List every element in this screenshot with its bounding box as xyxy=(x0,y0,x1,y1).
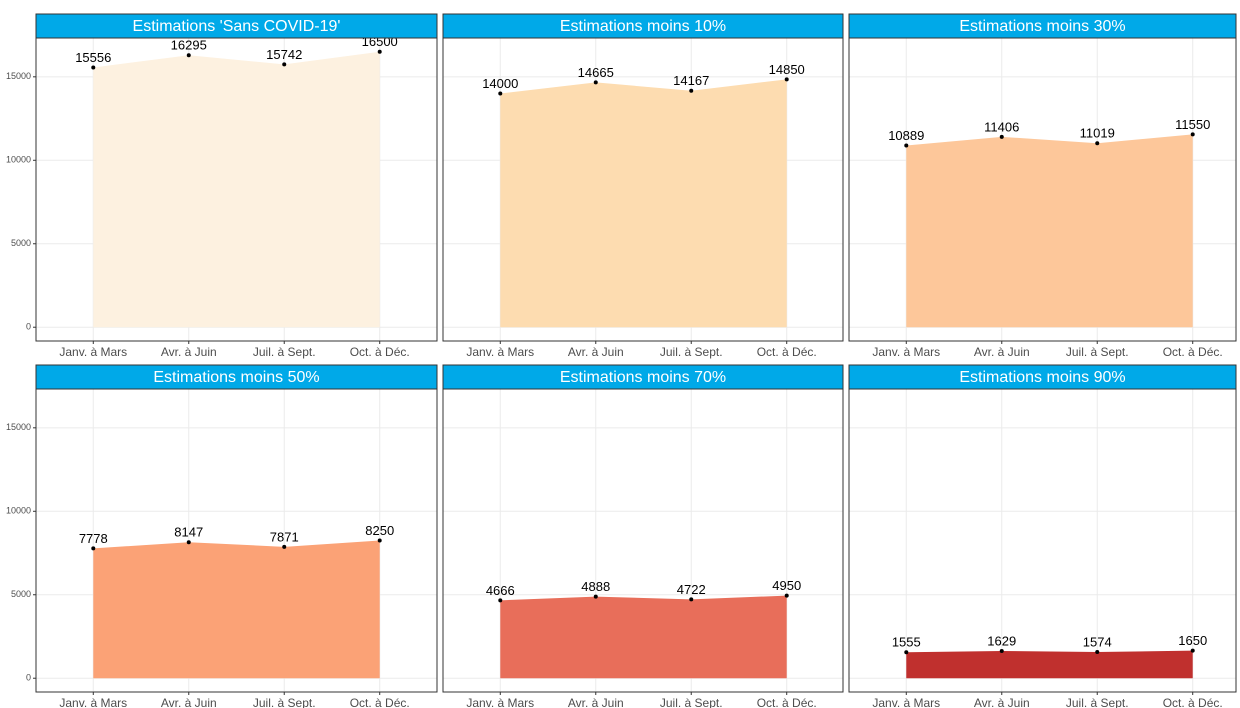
data-label: 14850 xyxy=(769,62,805,77)
data-label: 7778 xyxy=(79,531,108,546)
strip-title: Estimations moins 30% xyxy=(959,18,1125,35)
point xyxy=(498,91,503,96)
point xyxy=(593,594,598,599)
area xyxy=(500,595,787,679)
x-tick-label: Janv. à Mars xyxy=(872,345,940,359)
point xyxy=(904,650,909,655)
area xyxy=(500,79,787,328)
x-tick-label: Oct. à Déc. xyxy=(1163,696,1223,708)
point xyxy=(689,597,694,602)
point xyxy=(999,649,1004,654)
data-label: 8250 xyxy=(365,523,394,538)
point xyxy=(282,544,287,549)
point xyxy=(186,540,191,545)
panel-background xyxy=(849,389,1236,692)
y-tick-label: 0 xyxy=(26,673,31,683)
point xyxy=(186,53,191,58)
x-tick-label: Avr. à Juin xyxy=(568,696,624,708)
data-label: 11406 xyxy=(984,119,1019,134)
data-label: 14665 xyxy=(578,65,614,80)
point xyxy=(1095,141,1100,146)
data-label: 14000 xyxy=(482,76,518,91)
strip-title: Estimations moins 70% xyxy=(560,369,726,386)
data-label: 1629 xyxy=(987,633,1016,648)
x-tick-label: Janv. à Mars xyxy=(466,696,534,708)
x-tick-label: Oct. à Déc. xyxy=(757,696,817,708)
data-label: 1555 xyxy=(892,635,921,650)
data-label: 4888 xyxy=(581,579,610,594)
x-tick-label: Juil. à Sept. xyxy=(253,345,316,359)
point xyxy=(1190,132,1195,137)
x-tick-label: Avr. à Juin xyxy=(161,696,217,708)
x-tick-label: Juil. à Sept. xyxy=(1066,345,1129,359)
data-label: 15556 xyxy=(75,50,111,65)
y-tick-label: 15000 xyxy=(6,422,31,432)
y-tick-label: 10000 xyxy=(6,155,31,165)
data-label: 4722 xyxy=(677,582,706,597)
point xyxy=(689,88,694,93)
strip xyxy=(35,364,438,390)
point xyxy=(377,538,382,543)
data-label: 4950 xyxy=(772,578,801,593)
area xyxy=(93,51,380,328)
strip xyxy=(442,13,844,39)
point xyxy=(91,546,96,551)
x-tick-label: Oct. à Déc. xyxy=(350,345,410,359)
strip xyxy=(848,13,1237,39)
strip-title: Estimations moins 10% xyxy=(560,18,726,35)
data-label: 1574 xyxy=(1083,634,1112,649)
area xyxy=(93,540,380,679)
area xyxy=(906,650,1193,679)
data-label: 15742 xyxy=(266,47,302,62)
point xyxy=(91,65,96,70)
strip xyxy=(848,364,1237,390)
x-tick-label: Avr. à Juin xyxy=(161,345,217,359)
data-label: 11019 xyxy=(1080,126,1115,141)
point xyxy=(1190,648,1195,653)
x-tick-label: Janv. à Mars xyxy=(466,345,534,359)
strip xyxy=(35,13,438,39)
data-label: 1650 xyxy=(1178,633,1207,648)
x-tick-label: Oct. à Déc. xyxy=(757,345,817,359)
y-tick-label: 5000 xyxy=(11,589,31,599)
x-tick-label: Janv. à Mars xyxy=(59,345,127,359)
x-tick-label: Avr. à Juin xyxy=(974,345,1030,359)
point xyxy=(498,598,503,603)
x-tick-label: Juil. à Sept. xyxy=(660,696,723,708)
point xyxy=(1095,649,1100,654)
data-label: 8147 xyxy=(174,525,203,540)
x-tick-label: Juil. à Sept. xyxy=(660,345,723,359)
y-tick-label: 10000 xyxy=(6,506,31,516)
y-tick-label: 0 xyxy=(26,322,31,332)
strip xyxy=(442,364,844,390)
y-tick-label: 15000 xyxy=(6,71,31,81)
point xyxy=(377,49,382,54)
point xyxy=(784,77,789,82)
point xyxy=(784,593,789,598)
x-tick-label: Oct. à Déc. xyxy=(350,696,410,708)
x-tick-label: Avr. à Juin xyxy=(974,696,1030,708)
data-label: 7871 xyxy=(270,529,299,544)
area xyxy=(906,134,1193,328)
data-label: 14167 xyxy=(673,73,709,88)
point xyxy=(593,80,598,85)
strip-title: Estimations moins 90% xyxy=(959,369,1125,386)
point xyxy=(282,62,287,67)
data-label: 16295 xyxy=(171,38,207,53)
data-label: 10889 xyxy=(888,128,924,143)
point xyxy=(904,143,909,148)
strip-title: Estimations 'Sans COVID-19' xyxy=(133,18,341,35)
x-tick-label: Juil. à Sept. xyxy=(253,696,316,708)
point xyxy=(999,134,1004,139)
strip-title: Estimations moins 50% xyxy=(153,369,319,386)
x-tick-label: Janv. à Mars xyxy=(872,696,940,708)
y-tick-label: 5000 xyxy=(11,238,31,248)
data-label: 11550 xyxy=(1175,117,1210,132)
x-tick-label: Avr. à Juin xyxy=(568,345,624,359)
x-tick-label: Janv. à Mars xyxy=(59,696,127,708)
x-tick-label: Juil. à Sept. xyxy=(1066,696,1129,708)
data-label: 4666 xyxy=(486,583,515,598)
x-tick-label: Oct. à Déc. xyxy=(1163,345,1223,359)
